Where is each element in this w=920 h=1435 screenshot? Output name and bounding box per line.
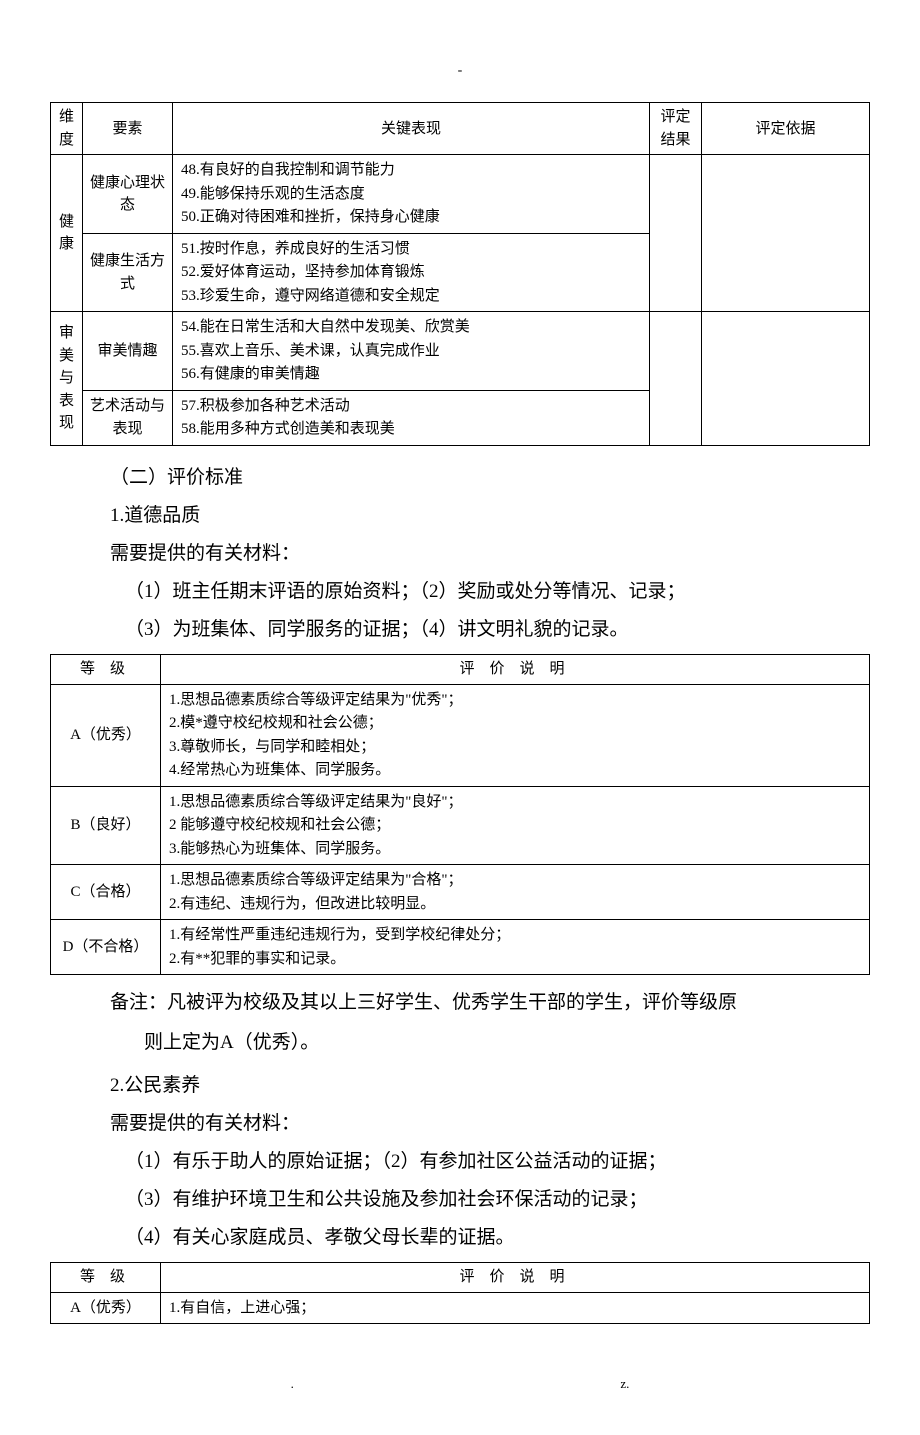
dimension-text: 现 [57,412,76,435]
performance-cell: 51.按时作息，养成良好的生活习惯 52.爱好体育运动，坚持参加体育锻炼 53.… [173,233,650,312]
table-header-row: 维度 要素 关键表现 评定结果 评定依据 [51,103,870,155]
desc-item: 1.有自信，上进心强； [169,1297,863,1320]
materials-label: 需要提供的有关材料： [110,1106,870,1142]
materials-line: （3）有维护环境卫生和公共设施及参加社会环保活动的记录； [125,1182,870,1218]
note-line: 则上定为A（优秀）。 [144,1025,870,1061]
header-performance: 关键表现 [173,103,650,155]
grade-cell: A（优秀） [51,1292,161,1324]
perf-item: 48.有良好的自我控制和调节能力 [181,159,643,182]
grade-cell: D（不合格） [51,920,161,975]
desc-item: 1.有经常性严重违纪违规行为，受到学校纪律处分； [169,924,863,947]
page-marker-top: - [50,60,870,82]
table-row: B（良好） 1.思想品德素质综合等级评定结果为"良好"； 2 能够遵守校纪校规和… [51,786,870,865]
table-row: A（优秀） 1.思想品德素质综合等级评定结果为"优秀"； 2.模*遵守校纪校规和… [51,684,870,786]
dimension-text: 审 [57,322,76,345]
desc-cell: 1.思想品德素质综合等级评定结果为"优秀"； 2.模*遵守校纪校规和社会公德； … [161,684,870,786]
dimension-text: 美 [57,345,76,368]
perf-item: 57.积极参加各种艺术活动 [181,395,643,418]
header-grade: 等级 [51,1263,161,1293]
header-basis: 评定依据 [702,103,870,155]
note-line: 备注：凡被评为校级及其以上三好学生、优秀学生干部的学生，评价等级原 [110,985,870,1021]
performance-cell: 57.积极参加各种艺术活动 58.能用多种方式创造美和表现美 [173,390,650,445]
element-cell: 健康生活方式 [83,233,173,312]
table-row: 健康 健康心理状态 48.有良好的自我控制和调节能力 49.能够保持乐观的生活态… [51,155,870,234]
header-dimension: 维度 [51,103,83,155]
desc-cell: 1.思想品德素质综合等级评定结果为"良好"； 2 能够遵守校纪校规和社会公德； … [161,786,870,865]
grade-cell: C（合格） [51,865,161,920]
element-cell: 健康心理状态 [83,155,173,234]
header-grade: 等级 [51,655,161,685]
header-desc: 评价说明 [161,1263,870,1293]
desc-cell: 1.有经常性严重违纪违规行为，受到学校纪律处分； 2.有**犯罪的事实和记录。 [161,920,870,975]
desc-item: 2.有违纪、违规行为，但改进比较明显。 [169,893,863,916]
dimension-text: 健康 [57,211,76,256]
subsection-title: 1.道德品质 [110,498,870,534]
footer-left: . [291,1374,294,1395]
desc-item: 1.思想品德素质综合等级评定结果为"良好"； [169,791,863,814]
dimension-cell: 健康 [51,155,83,312]
result-cell [650,312,702,446]
result-cell [650,155,702,312]
perf-item: 49.能够保持乐观的生活态度 [181,183,643,206]
header-element: 要素 [83,103,173,155]
desc-item: 3.尊敬师长，与同学和睦相处； [169,736,863,759]
element-cell: 艺术活动与表现 [83,390,173,445]
citizen-grade-table: 等级 评价说明 A（优秀） 1.有自信，上进心强； [50,1262,870,1324]
header-desc: 评价说明 [161,655,870,685]
table-row: D（不合格） 1.有经常性严重违纪违规行为，受到学校纪律处分； 2.有**犯罪的… [51,920,870,975]
desc-item: 4.经常热心为班集体、同学服务。 [169,759,863,782]
perf-item: 58.能用多种方式创造美和表现美 [181,418,643,441]
section-heading: （二）评价标准 [110,460,870,496]
basis-cell [702,312,870,446]
subsection-title: 2.公民素养 [110,1068,870,1104]
basis-cell [702,155,870,312]
perf-item: 56.有健康的审美情趣 [181,363,643,386]
moral-grade-table: 等级 评价说明 A（优秀） 1.思想品德素质综合等级评定结果为"优秀"； 2.模… [50,654,870,975]
perf-item: 55.喜欢上音乐、美术课，认真完成作业 [181,340,643,363]
perf-item: 52.爱好体育运动，坚持参加体育锻炼 [181,261,643,284]
dimension-text: 与 [57,367,76,390]
desc-item: 2.有**犯罪的事实和记录。 [169,948,863,971]
grade-cell: A（优秀） [51,684,161,786]
desc-item: 3.能够热心为班集体、同学服务。 [169,838,863,861]
table-row: C（合格） 1.思想品德素质综合等级评定结果为"合格"； 2.有违纪、违规行为，… [51,865,870,920]
perf-item: 53.珍爱生命，遵守网络道德和安全规定 [181,285,643,308]
desc-item: 2.模*遵守校纪校规和社会公德； [169,712,863,735]
perf-item: 54.能在日常生活和大自然中发现美、欣赏美 [181,316,643,339]
dimension-cell: 审 美 与 表 现 [51,312,83,446]
desc-item: 2 能够遵守校纪校规和社会公德； [169,814,863,837]
performance-cell: 54.能在日常生活和大自然中发现美、欣赏美 55.喜欢上音乐、美术课，认真完成作… [173,312,650,391]
materials-line: （3）为班集体、同学服务的证据；（4）讲文明礼貌的记录。 [125,612,870,648]
perf-item: 51.按时作息，养成良好的生活习惯 [181,238,643,261]
footer-right: z. [620,1374,629,1395]
table-row: 审 美 与 表 现 审美情趣 54.能在日常生活和大自然中发现美、欣赏美 55.… [51,312,870,391]
desc-cell: 1.思想品德素质综合等级评定结果为"合格"； 2.有违纪、违规行为，但改进比较明… [161,865,870,920]
evaluation-dimensions-table: 维度 要素 关键表现 评定结果 评定依据 健康 健康心理状态 48.有良好的自我… [50,102,870,446]
desc-item: 1.思想品德素质综合等级评定结果为"合格"； [169,869,863,892]
desc-cell: 1.有自信，上进心强； [161,1292,870,1324]
grade-cell: B（良好） [51,786,161,865]
header-result: 评定结果 [650,103,702,155]
materials-line: （1）有乐于助人的原始证据；（2）有参加社区公益活动的证据； [125,1144,870,1180]
table-header-row: 等级 评价说明 [51,1263,870,1293]
materials-line: （4）有关心家庭成员、孝敬父母长辈的证据。 [125,1220,870,1256]
perf-item: 50.正确对待困难和挫折，保持身心健康 [181,206,643,229]
table-row: A（优秀） 1.有自信，上进心强； [51,1292,870,1324]
desc-item: 1.思想品德素质综合等级评定结果为"优秀"； [169,689,863,712]
element-cell: 审美情趣 [83,312,173,391]
dimension-text: 表 [57,390,76,413]
table-header-row: 等级 评价说明 [51,655,870,685]
materials-line: （1）班主任期末评语的原始资料；（2）奖励或处分等情况、记录； [125,574,870,610]
performance-cell: 48.有良好的自我控制和调节能力 49.能够保持乐观的生活态度 50.正确对待困… [173,155,650,234]
page-footer: . z. [50,1374,870,1395]
materials-label: 需要提供的有关材料： [110,536,870,572]
